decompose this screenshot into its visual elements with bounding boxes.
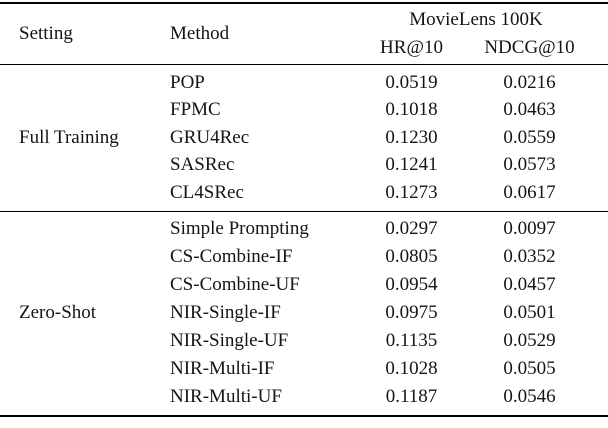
col-group-movielens: MovieLens 100K HR@10 NDCG@10 [358,4,594,64]
ndcg-value-cell: 0.0097 [503,218,556,240]
method-cell: POP [170,71,205,93]
method-cell: FPMC [170,99,221,121]
method-cell: GRU4Rec [170,126,250,148]
col-header-ndcg10: NDCG@10 [484,37,575,58]
full-training-block: Full Training POP 0.0519 0.0216 FPMC 0.1… [0,65,608,212]
col-header-setting: Setting [19,23,73,44]
setting-label: Full Training [19,126,119,148]
hr-value-cell: 0.0954 [385,274,438,296]
ndcg-value-cell: 0.0501 [503,301,556,323]
method-cell: Simple Prompting [170,218,309,240]
hr-value-cell: 0.0297 [385,218,438,240]
ndcg-value-cell: 0.0352 [503,246,556,268]
results-table: Setting Method MovieLens 100K HR@10 NDCG… [0,2,608,417]
method-cell: CS-Combine-IF [170,246,293,268]
method-cell: CL4SRec [170,181,244,203]
method-cell: NIR-Multi-IF [170,357,275,379]
ndcg-value-cell: 0.0617 [503,181,556,203]
ndcg-value-cell: 0.0216 [503,71,556,93]
zero-shot-block: Zero-Shot Simple Prompting 0.0297 0.0097… [0,212,608,415]
hr-value-cell: 0.0805 [385,246,438,268]
ndcg-value-cell: 0.0505 [503,357,556,379]
hr-value-cell: 0.1230 [385,126,438,148]
hr-value-cell: 0.1241 [385,154,438,176]
method-cell: SASRec [170,154,235,176]
setting-label: Zero-Shot [19,302,97,323]
ndcg-value-cell: 0.0559 [503,126,556,148]
method-cell: NIR-Single-IF [170,301,281,323]
hr-value-cell: 0.1135 [385,329,438,351]
col-header-method: Method [170,23,230,44]
method-cell: NIR-Single-UF [170,329,289,351]
hr-value-cell: 0.1028 [385,357,438,379]
hr-value-cell: 0.1018 [385,99,438,121]
table-header: Setting Method MovieLens 100K HR@10 NDCG… [0,4,608,65]
col-header-hr10: HR@10 [380,37,443,58]
ndcg-value-cell: 0.0546 [503,385,556,407]
hr-value-cell: 0.0975 [385,301,438,323]
ndcg-value-cell: 0.0573 [503,154,556,176]
hr-value-cell: 0.1187 [385,385,438,407]
col-group-label: MovieLens 100K [409,9,543,30]
ndcg-value-cell: 0.0457 [503,274,556,296]
hr-value-cell: 0.1273 [385,181,438,203]
hr-value-cell: 0.0519 [385,71,438,93]
method-cell: CS-Combine-UF [170,274,300,296]
ndcg-value-cell: 0.0463 [503,99,556,121]
metric-header-row: HR@10 NDCG@10 [358,34,594,62]
ndcg-value-cell: 0.0529 [503,329,556,351]
method-cell: NIR-Multi-UF [170,385,282,407]
